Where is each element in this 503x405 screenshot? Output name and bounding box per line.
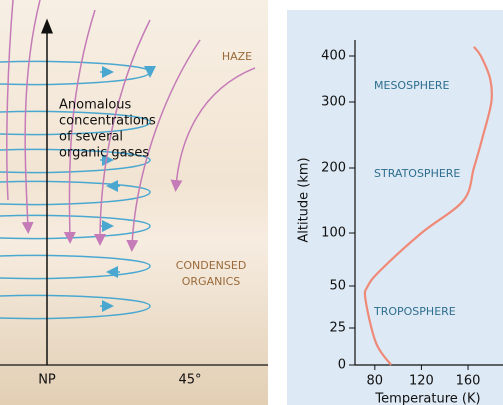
y-tick-label: 25 bbox=[329, 321, 346, 336]
haze-label: HAZE bbox=[222, 50, 252, 63]
y-tick-label: 50 bbox=[329, 279, 346, 294]
diagram-background bbox=[0, 0, 268, 405]
layer-label: STRATOSPHERE bbox=[374, 167, 460, 180]
note-line: concentrations bbox=[59, 114, 156, 129]
y-axis-label: Altitude (km) bbox=[297, 157, 312, 242]
x-tick-label: 80 bbox=[367, 374, 384, 389]
note-line: of several bbox=[59, 130, 123, 145]
y-tick-label: 200 bbox=[321, 161, 346, 176]
chart-background bbox=[287, 10, 503, 405]
note-line: organic gases bbox=[59, 146, 149, 161]
x-axis-label: Temperature (K) bbox=[374, 392, 480, 405]
y-tick-label: 100 bbox=[321, 226, 346, 241]
temperature-line bbox=[363, 46, 494, 366]
y-tick-label: 0 bbox=[338, 358, 346, 373]
layer-label: TROPOSPHERE bbox=[373, 305, 456, 318]
layer-label: MESOSPHERE bbox=[374, 79, 450, 92]
diagram-panel: HAZE Anomalous concentrations of several… bbox=[0, 0, 268, 405]
x-tick-label: 120 bbox=[409, 374, 434, 389]
y-tick-label: 400 bbox=[321, 49, 346, 64]
x-label: NP bbox=[38, 373, 56, 388]
circulation-rings bbox=[0, 60, 156, 320]
chart-panel: Altitude (km) Temperature (K) 0 25 50 100 20… bbox=[287, 10, 503, 405]
y-tick-label: 300 bbox=[321, 95, 346, 110]
descent-arrows bbox=[6, 0, 256, 252]
x-tick-label: 160 bbox=[456, 374, 481, 389]
condensed-label: ORGANICS bbox=[182, 275, 241, 288]
x-label: 45° bbox=[178, 373, 201, 388]
note-line: Anomalous bbox=[59, 98, 132, 113]
condensed-label: CONDENSED bbox=[176, 259, 247, 272]
